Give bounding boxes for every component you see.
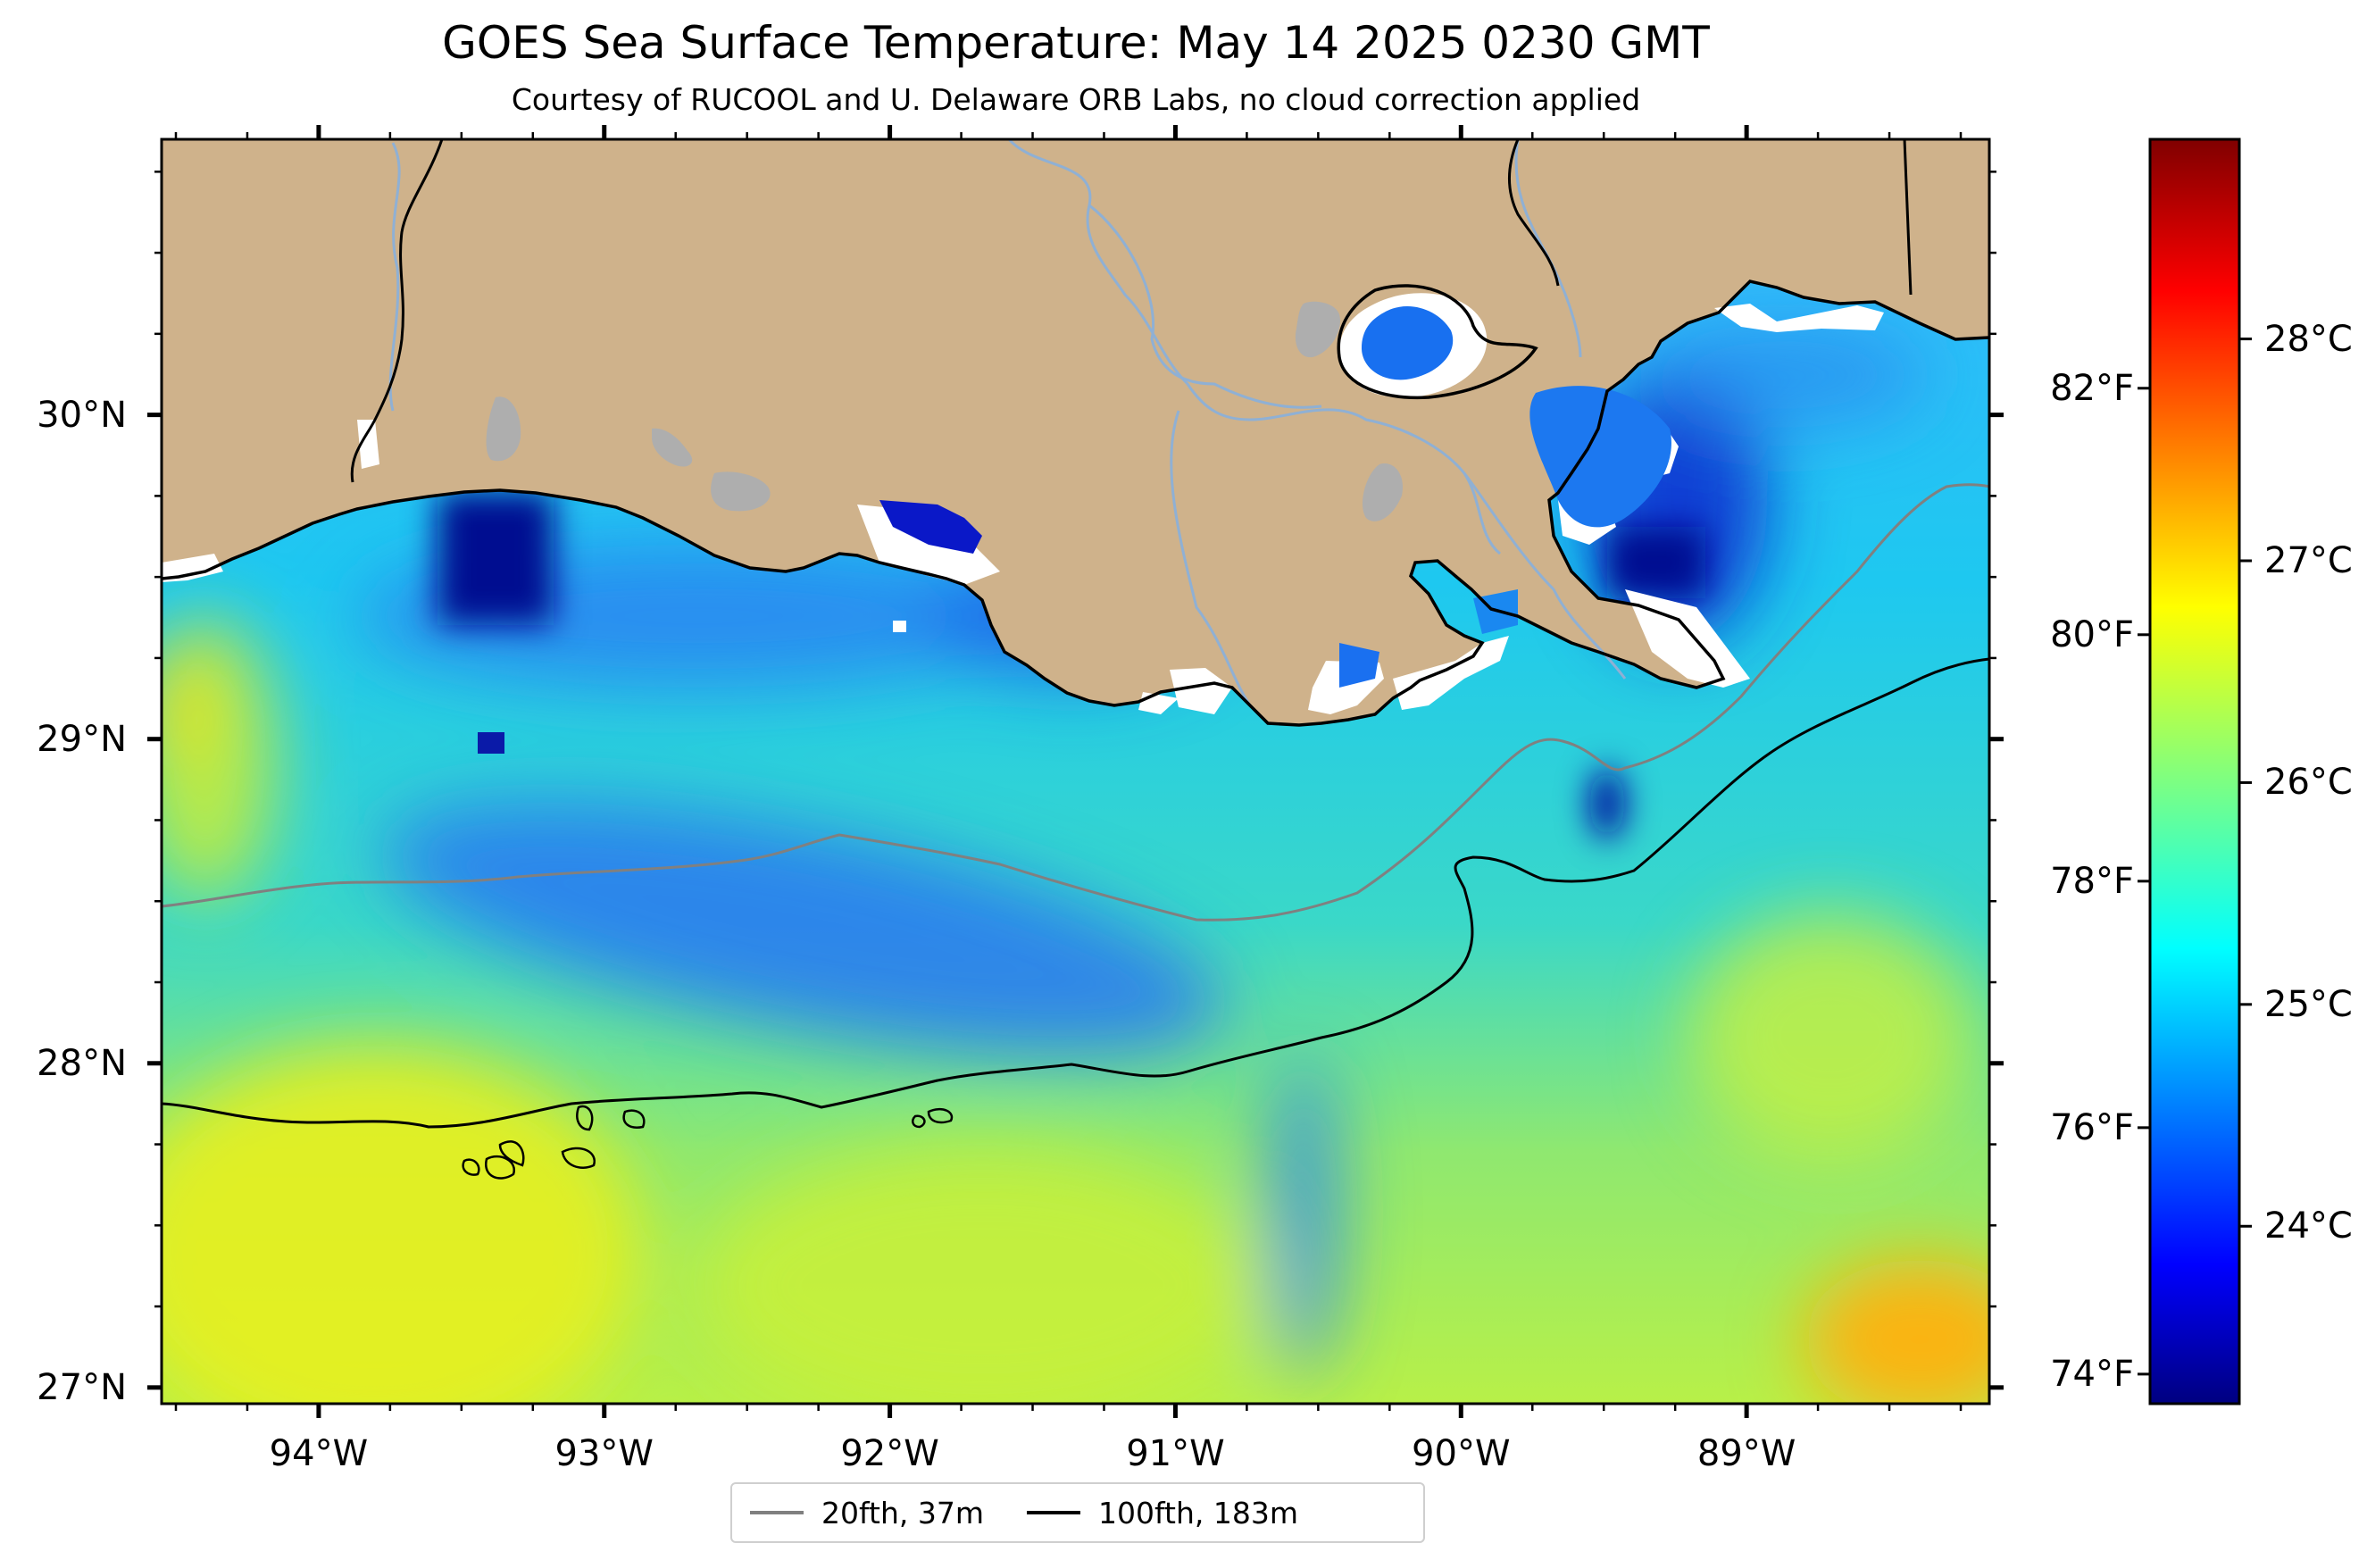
celsius-label: 28°C <box>2264 318 2353 360</box>
celsius-label: 25°C <box>2264 983 2353 1025</box>
map-subtitle: Courtesy of RUCOOL and U. Delaware ORB L… <box>511 82 1641 117</box>
lat-label: 28°N <box>37 1042 127 1084</box>
celsius-label: 24°C <box>2264 1205 2353 1247</box>
coastline <box>162 279 1989 727</box>
lat-label: 27°N <box>37 1366 127 1408</box>
fahrenheit-label: 74°F <box>2050 1353 2134 1395</box>
legend-label-20fth: 20fth, 37m <box>821 1495 984 1530</box>
sst-field <box>162 321 1989 1404</box>
fahrenheit-label: 78°F <box>2050 860 2134 902</box>
cold-patches <box>438 491 1705 839</box>
lake-pontchartrain-outline <box>1337 284 1538 400</box>
legend-line-100fth <box>1027 1511 1080 1514</box>
lon-label: 92°W <box>840 1433 939 1474</box>
colorbar-ticks <box>2138 338 2252 1376</box>
fahrenheit-label: 76°F <box>2050 1106 2134 1148</box>
map-frame <box>160 138 1991 1405</box>
state-borders <box>350 139 1913 483</box>
isobath-20fth <box>162 483 1989 922</box>
fahrenheit-label: 80°F <box>2050 613 2134 655</box>
lon-label: 90°W <box>1412 1433 1511 1474</box>
legend-line-20fth <box>750 1511 804 1514</box>
legend-item-20fth: 20fth, 37m <box>750 1496 984 1530</box>
lon-label: 93°W <box>554 1433 654 1474</box>
lat-label: 29°N <box>37 718 127 760</box>
cold-pixel-cluster <box>478 732 504 754</box>
celsius-label: 26°C <box>2264 762 2353 804</box>
legend-label-100fth: 100fth, 183m <box>1098 1495 1298 1530</box>
map-area <box>162 139 1989 1404</box>
fahrenheit-label: 82°F <box>2050 367 2134 409</box>
rivers <box>388 139 1627 706</box>
lakes <box>486 301 1403 521</box>
lon-label: 94°W <box>269 1433 369 1474</box>
legend-item-100fth: 100fth, 183m <box>1027 1496 1298 1530</box>
land-mass <box>162 139 1989 725</box>
colorbar <box>2148 138 2241 1405</box>
bank-outlines <box>462 1105 954 1180</box>
lon-label: 89°W <box>1696 1433 1796 1474</box>
celsius-label: 27°C <box>2264 540 2353 581</box>
lat-label: 30°N <box>37 394 127 436</box>
map-title: GOES Sea Surface Temperature: May 14 202… <box>442 17 1710 69</box>
isobath-legend: 20fth, 37m 100fth, 183m <box>730 1482 1425 1543</box>
map-ticks <box>147 125 2004 1418</box>
lon-label: 91°W <box>1126 1433 1225 1474</box>
isobath-100fth <box>162 657 1989 1129</box>
